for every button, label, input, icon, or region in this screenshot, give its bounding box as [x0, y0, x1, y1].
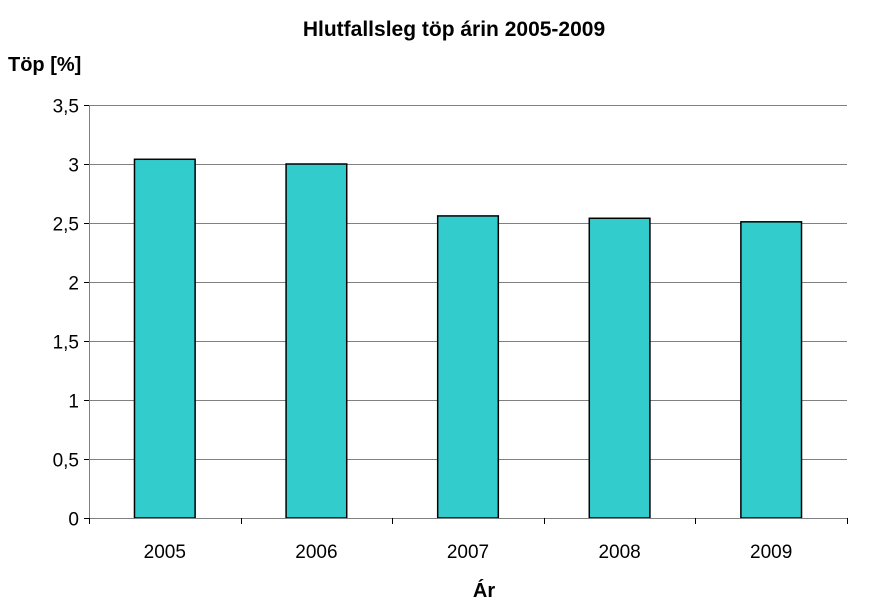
y-tick-labels: 0 0,5 1 1,5 2 2,5 3 3,5 [53, 97, 79, 531]
y-tick-label: 3 [68, 156, 79, 177]
x-tick-label: 2009 [750, 542, 792, 563]
y-tick-label: 1,5 [53, 333, 79, 354]
y-tick-label: 2 [68, 274, 79, 295]
y-tick-label: 0,5 [53, 451, 79, 472]
y-tick-label: 3,5 [53, 97, 79, 118]
x-tick-labels: 2005 2006 2007 2008 2009 [144, 542, 793, 563]
bar-2006 [285, 163, 348, 519]
bar-2008 [588, 217, 651, 519]
chart-title: Hlutfallsleg töp árin 2005-2009 [303, 18, 605, 41]
x-axis-title: Ár [473, 579, 495, 602]
bars [133, 158, 803, 519]
x-tick-label: 2007 [447, 542, 489, 563]
x-tick-label: 2008 [598, 542, 640, 563]
x-tick-label: 2006 [295, 542, 337, 563]
bar-2009 [740, 221, 803, 519]
y-tick-label: 1 [68, 392, 79, 413]
bar-2005 [133, 158, 196, 519]
y-tick-label: 2,5 [53, 215, 79, 236]
x-tick-label: 2005 [144, 542, 186, 563]
y-tick-label: 0 [68, 510, 79, 531]
y-axis-title: Töp [%] [8, 54, 81, 76]
axes [84, 105, 848, 524]
bar-2007 [436, 215, 500, 519]
